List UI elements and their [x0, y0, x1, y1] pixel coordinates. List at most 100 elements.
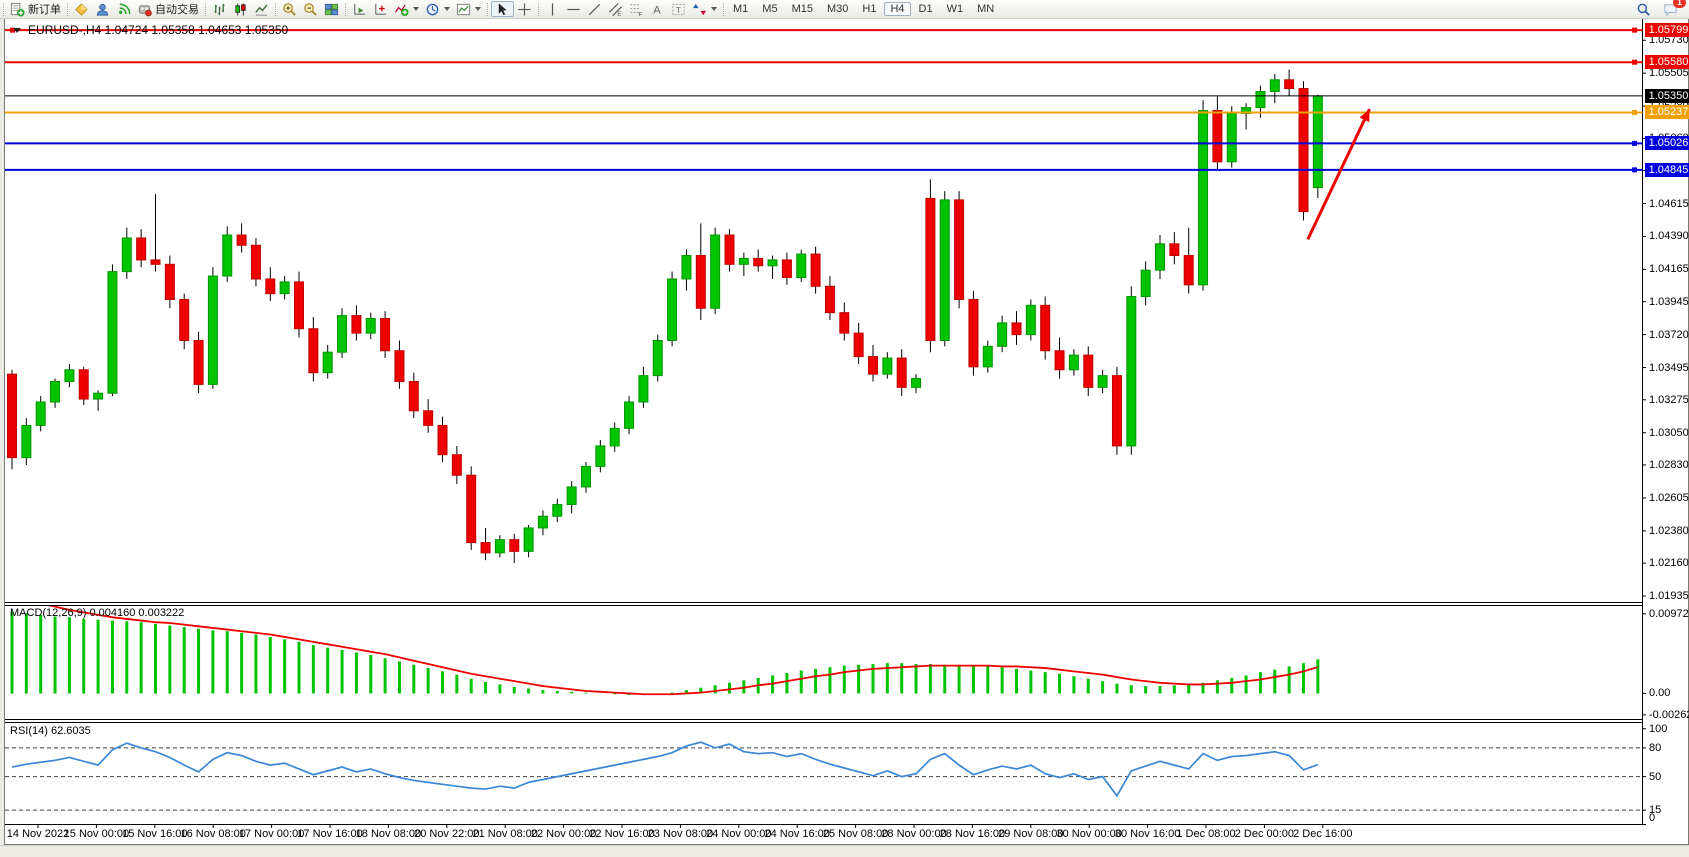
- macd-signal-line: [48, 606, 1319, 696]
- candle-chart-button[interactable]: [230, 1, 251, 17]
- candle-body: [710, 234, 721, 309]
- arrows-button[interactable]: [689, 1, 720, 17]
- candle-body: [64, 369, 75, 382]
- candle-body: [796, 253, 807, 278]
- price-tick-label: 1.03050: [1649, 426, 1689, 439]
- timeframe-button-m5[interactable]: M5: [756, 2, 783, 16]
- line-handle[interactable]: [10, 27, 15, 33]
- zoom-in-icon: [283, 2, 296, 16]
- time-tick-label: 25 Nov 08:00: [822, 828, 889, 840]
- trend-arrow-annotation[interactable]: [1306, 108, 1371, 241]
- timeframe-button-w1[interactable]: W1: [941, 2, 970, 16]
- candle-body: [824, 285, 835, 314]
- price-tick-label: 1.01935: [1649, 590, 1689, 603]
- candle-body: [954, 199, 965, 300]
- fibonacci-button[interactable]: F: [626, 1, 647, 17]
- symbol-dropdown-icon[interactable]: [13, 28, 21, 33]
- community-button[interactable]: [92, 1, 113, 17]
- fibonacci-icon: F: [630, 3, 643, 17]
- metaeditor-button[interactable]: [71, 1, 92, 17]
- new-order-icon: [10, 2, 25, 17]
- time-tick-label: 15 Nov 00:00: [63, 828, 130, 840]
- candle-body: [179, 298, 190, 341]
- chart-shift-button[interactable]: [370, 1, 391, 17]
- candle-body: [1054, 350, 1065, 371]
- timeframe-button-h4[interactable]: H4: [884, 2, 911, 16]
- toolbar-grip: [3, 2, 4, 16]
- hline-button[interactable]: [563, 1, 584, 17]
- timeframe-button-m15[interactable]: M15: [786, 2, 819, 16]
- timeframe-button-m1[interactable]: M1: [727, 2, 754, 16]
- price-tick-label: 1.02380: [1649, 524, 1689, 537]
- chart-canvas[interactable]: [4, 18, 1689, 845]
- candlesticks: [7, 69, 1323, 564]
- candle-body: [107, 271, 118, 394]
- line-handle[interactable]: [1632, 59, 1637, 65]
- svg-text:F: F: [639, 12, 643, 17]
- candle-body: [695, 255, 706, 309]
- timeframe-button-mn[interactable]: MN: [971, 2, 1000, 16]
- search-button[interactable]: [1633, 1, 1654, 17]
- candle-body: [1025, 304, 1036, 336]
- svg-text:A: A: [653, 4, 661, 16]
- tile-windows-button[interactable]: [321, 1, 342, 17]
- candle-body: [681, 255, 692, 280]
- notifications-button[interactable]: 1: [1660, 0, 1686, 17]
- rsi-label: RSI(14) 62.6035: [10, 725, 91, 737]
- candle-body: [150, 259, 161, 265]
- autotrading-button[interactable]: 自动交易: [134, 1, 202, 17]
- candle-chart-icon: [235, 2, 246, 16]
- zoom-out-button[interactable]: [300, 1, 321, 17]
- zoom-in-button[interactable]: [279, 1, 300, 17]
- line-handle[interactable]: [1632, 109, 1637, 115]
- line-handle[interactable]: [1632, 140, 1637, 146]
- time-tick-label: 21 Nov 08:00: [472, 828, 538, 840]
- crosshair-button[interactable]: [514, 1, 535, 17]
- chart-shift-icon: [375, 3, 387, 15]
- timeframe-button-d1[interactable]: D1: [913, 2, 939, 16]
- rsi-tick-label: 15: [1649, 804, 1662, 817]
- auto-scroll-button[interactable]: [349, 1, 370, 17]
- line-chart-button[interactable]: [251, 1, 272, 17]
- new-order-button[interactable]: 新订单: [7, 1, 64, 17]
- svg-text:T: T: [676, 4, 681, 14]
- line-handle[interactable]: [1632, 27, 1637, 33]
- candle-body: [78, 369, 89, 400]
- time-tick-label: 2 Dec 16:00: [1293, 828, 1353, 840]
- text-label-icon: T: [672, 3, 685, 15]
- candle-body: [236, 234, 247, 246]
- signals-button[interactable]: [113, 1, 134, 17]
- candle-body: [408, 380, 419, 412]
- period-button[interactable]: [422, 1, 453, 17]
- text-button[interactable]: A: [647, 1, 668, 17]
- candle-body: [1140, 269, 1151, 298]
- metaeditor-icon: [75, 2, 88, 16]
- candle-body: [1298, 88, 1309, 213]
- vline-button[interactable]: [542, 1, 563, 17]
- candle-body: [853, 332, 864, 358]
- candle-body: [322, 351, 333, 374]
- price-tick-label: 1.05505: [1649, 67, 1689, 80]
- candle-body: [1097, 375, 1108, 388]
- timeframe-button-m30[interactable]: M30: [821, 2, 854, 16]
- price-badge: 1.05580: [1645, 55, 1689, 70]
- trendline-button[interactable]: [584, 1, 605, 17]
- text-label-button[interactable]: T: [668, 1, 689, 17]
- timeframe-button-h1[interactable]: H1: [856, 2, 882, 16]
- bar-chart-button[interactable]: [209, 1, 230, 17]
- price-badge: 1.05237: [1645, 105, 1689, 120]
- new-order-label: 新订单: [28, 4, 61, 16]
- cursor-button[interactable]: [491, 1, 514, 17]
- chart-title: EURUSD-,H4 1.04724 1.05358 1.04653 1.053…: [28, 23, 289, 37]
- price-badge: 1.05026: [1645, 136, 1689, 151]
- hline-icon: [567, 8, 580, 10]
- line-handle[interactable]: [1632, 167, 1637, 173]
- chevron-down-icon: [413, 7, 419, 11]
- candle-body: [207, 275, 218, 385]
- autotrading-icon: [138, 4, 152, 16]
- add-indicator-button[interactable]: [391, 1, 422, 17]
- template-button[interactable]: [453, 1, 484, 17]
- candle-body: [1212, 110, 1223, 163]
- channel-button[interactable]: E: [605, 1, 626, 17]
